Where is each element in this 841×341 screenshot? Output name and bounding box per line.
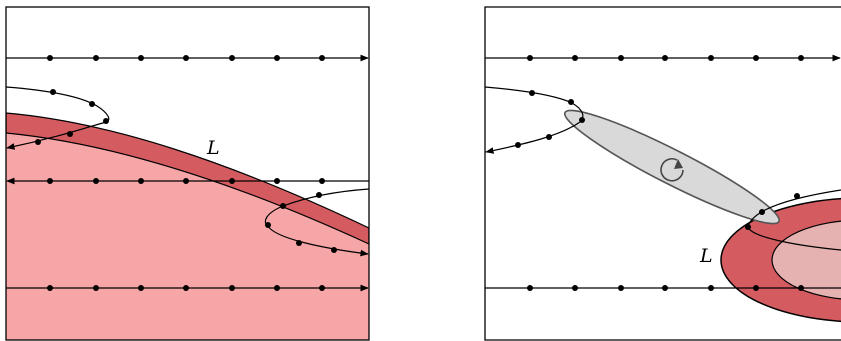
left-label-L: L bbox=[206, 137, 220, 159]
right-dots bbox=[515, 55, 804, 291]
right-panel-frame bbox=[484, 6, 841, 341]
right-panel: L bbox=[485, 54, 841, 323]
right-fold-trajectory-lower bbox=[747, 189, 841, 251]
left-dark-band bbox=[6, 112, 369, 245]
left-fold-trajectory-upper bbox=[6, 86, 110, 150]
left-dots bbox=[35, 55, 337, 291]
right-label-L: L bbox=[699, 245, 713, 267]
left-panel-frame bbox=[5, 6, 370, 341]
left-fold-trajectory-lower bbox=[264, 188, 369, 257]
right-inner-ellipse bbox=[771, 220, 841, 300]
left-panel: L bbox=[6, 54, 369, 340]
gray-ellipse bbox=[564, 109, 780, 225]
rotation-arrow-icon bbox=[660, 158, 684, 182]
